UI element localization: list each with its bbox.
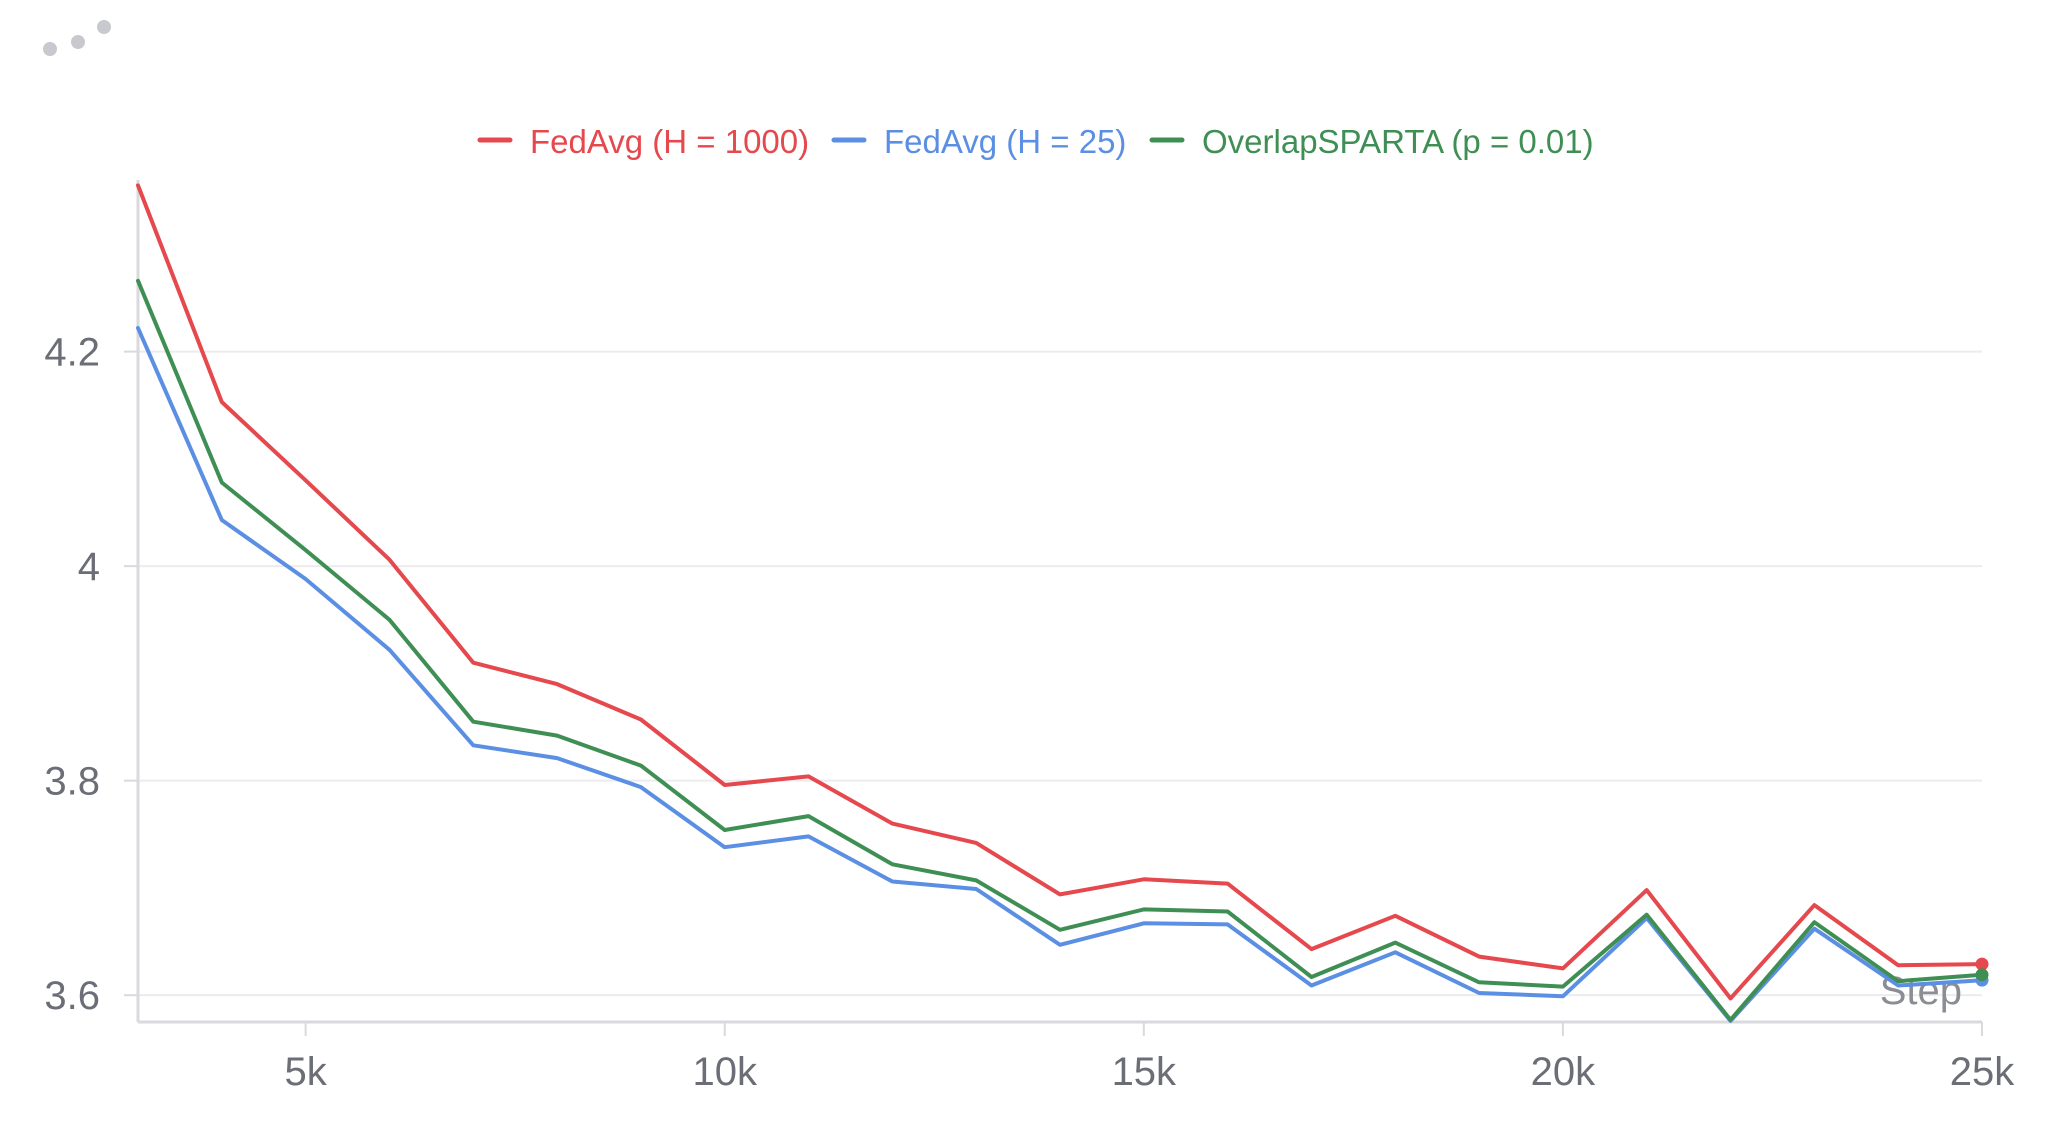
y-tick-label: 4.2 — [44, 331, 100, 375]
y-tick-label: 3.6 — [44, 974, 100, 1018]
legend-label-1: FedAvg (H = 1000) — [530, 123, 809, 160]
x-tick-label: 10k — [692, 1050, 757, 1094]
more-dots-icon[interactable] — [40, 16, 120, 66]
legend: FedAvg (H = 1000) FedAvg (H = 25) OverlapS… — [477, 123, 1594, 160]
series-line-2 — [136, 326, 1984, 1023]
y-tick-label: 4 — [78, 545, 100, 589]
y-tick-label: 3.8 — [44, 760, 100, 804]
series-endpoint-3 — [1975, 968, 1989, 982]
x-tick-label: 15k — [1112, 1050, 1177, 1094]
x-tick-label: 25k — [1950, 1050, 2015, 1094]
series-lines — [136, 183, 1989, 1023]
x-tick-label: 20k — [1531, 1050, 1596, 1094]
x-tick-label: 5k — [285, 1050, 328, 1094]
legend-label-3: OverlapSPARTA (p = 0.01) — [1202, 123, 1594, 160]
grid-lines — [138, 350, 1982, 997]
series-line-3 — [136, 278, 1984, 1022]
series-endpoint-1 — [1975, 957, 1989, 971]
series-line-1 — [136, 183, 1984, 1001]
legend-label-2: FedAvg (H = 25) — [884, 123, 1126, 160]
